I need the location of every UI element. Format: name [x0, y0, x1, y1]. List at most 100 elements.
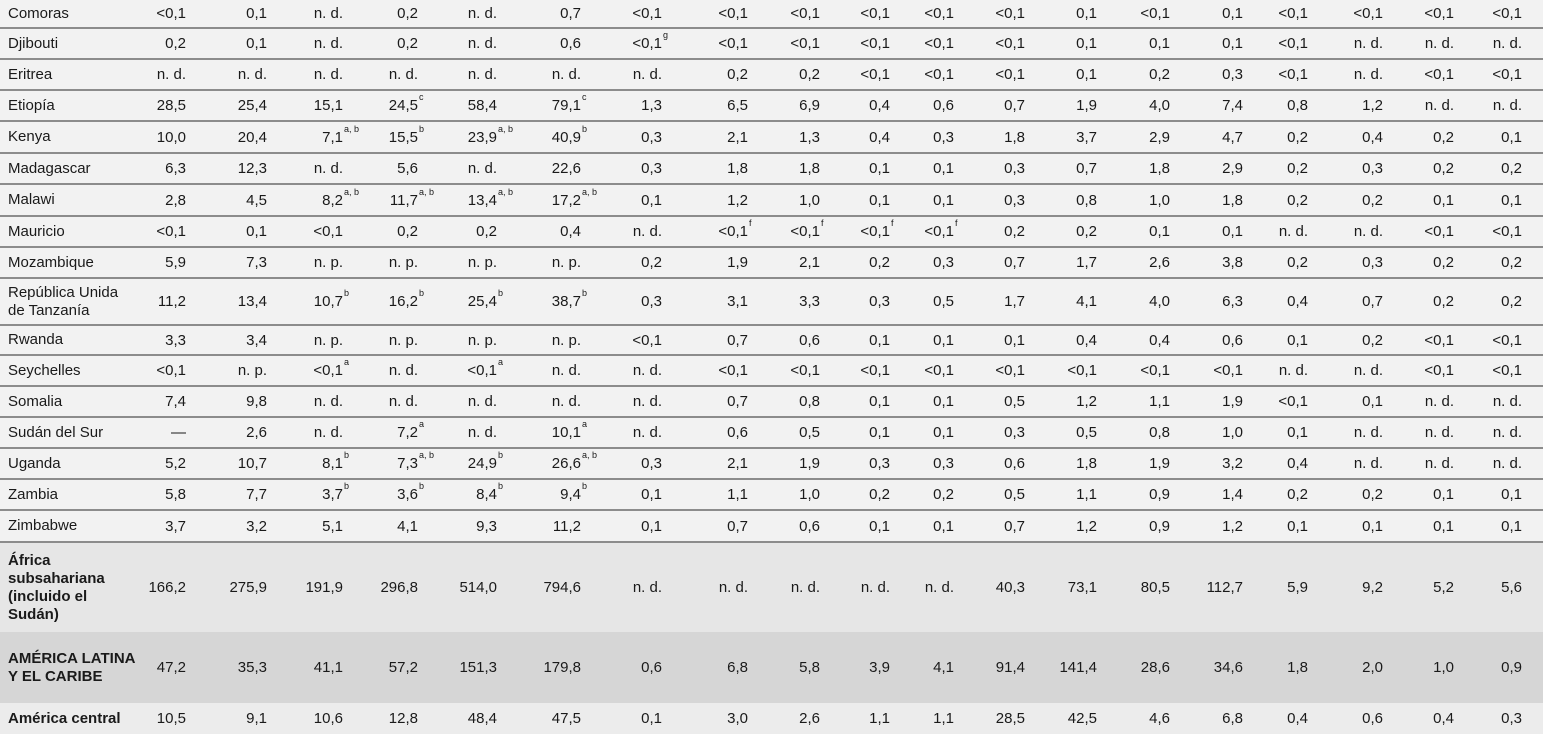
cell-value: n. d.	[1492, 97, 1522, 114]
cell-value: 0,3	[1004, 160, 1025, 177]
cell-value: 0,1	[246, 35, 267, 52]
row-label: Sudán del Sur	[8, 423, 104, 441]
cell-value: 0,1	[641, 486, 662, 503]
cell-value: n. d.	[467, 5, 497, 22]
cell-value: <0,1	[156, 362, 186, 379]
cell-value: 1,2	[1076, 393, 1097, 410]
table-cell: 0,1	[1004, 326, 1025, 354]
table-cell: 1,2	[1222, 511, 1243, 541]
footnote-marker: a	[344, 357, 350, 367]
cell-value: 42,5	[1067, 710, 1097, 727]
row-label: Zambia	[8, 485, 59, 503]
cell-value: 0,7	[1004, 517, 1025, 535]
cell-value: n. d.	[1492, 455, 1522, 472]
cell-value: 0,4	[1433, 710, 1454, 727]
table-cell: 166,2	[148, 543, 186, 632]
table-cell: 0,7	[727, 511, 748, 541]
table-cell: 3,7	[1076, 122, 1097, 152]
cell-value: 7,4	[165, 393, 186, 410]
table-cell: 0,4	[869, 91, 890, 120]
table-cell: 0,7	[1076, 154, 1097, 183]
cell-value: 0,1	[1362, 393, 1383, 410]
footnote-marker: c	[582, 92, 587, 102]
table-cell: 2,0	[1362, 632, 1383, 703]
table-cell: 26,6 a, b	[552, 449, 597, 478]
table-cell: <0,1	[1424, 326, 1454, 354]
cell-value: 0,1	[1501, 486, 1522, 503]
cell-value: n. d.	[313, 160, 343, 177]
cell-value: <0,1	[924, 5, 954, 22]
cell-value: 1,9	[1076, 97, 1097, 114]
cell-value: 0,1	[933, 424, 954, 441]
cell-value: 0,4	[1287, 455, 1308, 472]
table-cell: n. d.	[389, 356, 418, 385]
table-cell: 0,1	[933, 511, 954, 541]
cell-number: 24,5	[388, 97, 418, 114]
cell-value: n. d.	[632, 223, 662, 240]
cell-value: <0,1	[924, 35, 954, 52]
table-cell: n. p.	[468, 248, 497, 277]
table-cell: 0,4	[1287, 279, 1308, 324]
cell-value: 6,3	[1222, 293, 1243, 310]
table-cell: n. d.	[238, 60, 267, 89]
table-row: Seychelles <0,1 n. p. <0,1 a n. d. <0,1 a n. d. n…	[0, 356, 1543, 387]
cell-value: 1,2	[1076, 517, 1097, 535]
cell-value: n. d.	[313, 5, 343, 22]
table-cell: 9,2	[1362, 543, 1383, 632]
cell-value: 794,6	[543, 579, 581, 596]
cell-value: <0,1	[1492, 66, 1522, 83]
cell-value: 2,1	[727, 455, 748, 472]
footnote-marker: f	[891, 218, 894, 228]
cell-value: n. d.	[1278, 362, 1308, 379]
table-cell: <0,1	[790, 0, 820, 27]
cell-value: 5,8	[799, 659, 820, 676]
table-cell: 8,1 b	[322, 449, 349, 478]
cell-value: 15,1	[313, 97, 343, 114]
table-cell: 6,9	[799, 91, 820, 120]
cell-value: 6,3	[165, 160, 186, 177]
table-cell: <0,1	[1353, 0, 1383, 27]
table-row: Mauricio <0,1 0,1 <0,1 0,2 0,2 0,4 n. d. <0,1 f <0…	[0, 217, 1543, 248]
cell-value: 1,1	[869, 710, 890, 727]
cell-value: 11,7 a, b	[390, 187, 434, 209]
cell-value: <0,1	[1424, 331, 1454, 349]
table-cell: 40,3	[996, 543, 1025, 632]
table-cell: 0,1	[1222, 217, 1243, 246]
table-cell: <0,1	[860, 60, 890, 89]
cell-value: 2,1	[799, 254, 820, 271]
cell-value: 0,5	[1076, 424, 1097, 441]
cell-value: 0,7	[1076, 160, 1097, 177]
cell-value: n. d.	[551, 393, 581, 410]
cell-value: 24,9 b	[468, 451, 503, 473]
cell-value: 40,3	[995, 579, 1025, 596]
table-cell: 23,9 a, b	[468, 122, 513, 152]
cell-value: 0,2	[1433, 293, 1454, 310]
cell-value: n. d.	[632, 579, 662, 596]
table-cell: 13,4	[238, 279, 267, 324]
footnote-marker: f	[821, 218, 824, 228]
table-cell: n. d.	[552, 60, 581, 89]
row-label: Madagascar	[8, 159, 91, 177]
table-cell: 0,1	[869, 511, 890, 541]
cell-number: 7,1	[322, 128, 343, 146]
table-cell: 1,1	[727, 480, 748, 509]
cell-value: <0,1	[924, 362, 954, 379]
table-cell: 0,1	[1433, 480, 1454, 509]
cell-value: 3,7	[1076, 128, 1097, 146]
table-cell: 1,9	[799, 449, 820, 478]
table-cell: 9,8	[246, 387, 267, 416]
cell-value: 0,3	[641, 455, 662, 472]
table-cell: 5,9	[165, 248, 186, 277]
table-cell: 7,4	[165, 387, 186, 416]
table-cell: 0,1	[641, 511, 662, 541]
table-cell: 7,3 a, b	[397, 449, 434, 478]
footnote-marker: a, b	[344, 123, 360, 134]
table-cell: <0,1	[718, 0, 748, 27]
cell-value: n. d.	[924, 579, 954, 596]
cell-value: 0,2	[476, 223, 497, 240]
cell-number: 8,1	[322, 455, 343, 472]
table-cell: 15,5 b	[389, 122, 424, 152]
table-cell: <0,1	[718, 29, 748, 58]
table-cell: 4,0	[1149, 91, 1170, 120]
footnote-marker: a, b	[419, 186, 435, 197]
